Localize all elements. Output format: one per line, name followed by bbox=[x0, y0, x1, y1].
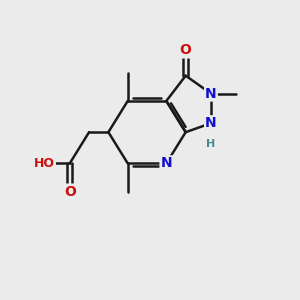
Text: H: H bbox=[206, 139, 216, 149]
Text: O: O bbox=[64, 184, 76, 199]
Text: N: N bbox=[205, 116, 217, 130]
Text: N: N bbox=[160, 156, 172, 170]
Text: O: O bbox=[180, 44, 192, 57]
Text: HO: HO bbox=[34, 157, 55, 170]
Text: N: N bbox=[205, 86, 217, 100]
